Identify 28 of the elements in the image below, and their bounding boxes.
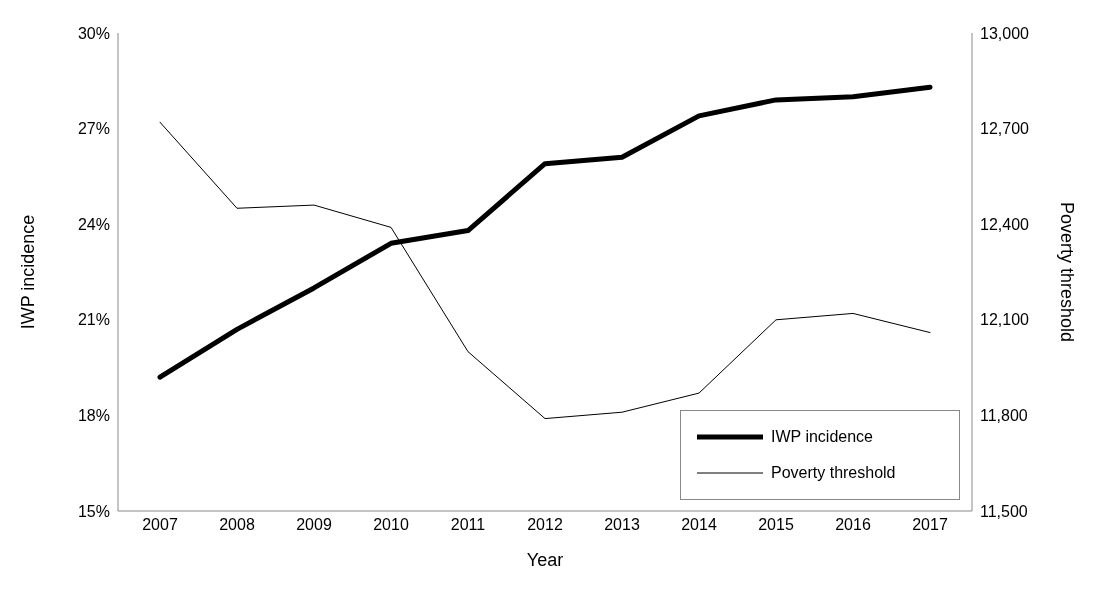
y-tick-label: 24%	[77, 215, 110, 233]
x-tick-label: 2016	[835, 516, 871, 534]
y-tick-label: 27%	[77, 120, 110, 138]
y-axis-title: IWP incidence	[18, 214, 39, 330]
y2-tick-label: 13,000	[980, 24, 1030, 42]
x-tick-label: 2009	[296, 516, 332, 534]
legend-label: Poverty threshold	[771, 464, 896, 482]
y-tick-label: 30%	[77, 24, 110, 42]
x-tick-label: 2013	[604, 516, 640, 534]
y-tick-label: 15%	[77, 502, 110, 520]
y2-tick-label: 12,400	[980, 215, 1030, 233]
legend-label: IWP incidence	[771, 428, 873, 446]
y2-tick-label: 12,100	[980, 311, 1030, 329]
x-tick-label: 2010	[373, 516, 409, 534]
x-tick-label: 2015	[758, 516, 794, 534]
y2-tick-label: 11,500	[980, 502, 1028, 520]
y2-axis-title: Poverty threshold	[1056, 201, 1077, 343]
x-tick-label: 2014	[681, 516, 717, 534]
y2-tick-label: 11,800	[980, 407, 1028, 425]
y-tick-label: 18%	[77, 407, 110, 425]
x-tick-label: 2008	[219, 516, 255, 534]
x-tick-label: 2007	[142, 516, 178, 534]
x-tick-label: 2011	[450, 516, 486, 534]
y-tick-label: 21%	[77, 311, 110, 329]
x-tick-label: 2017	[912, 516, 948, 534]
y2-tick-label: 12,700	[980, 120, 1030, 138]
x-axis-title: Year	[526, 550, 564, 570]
x-tick-label: 2012	[527, 516, 563, 534]
